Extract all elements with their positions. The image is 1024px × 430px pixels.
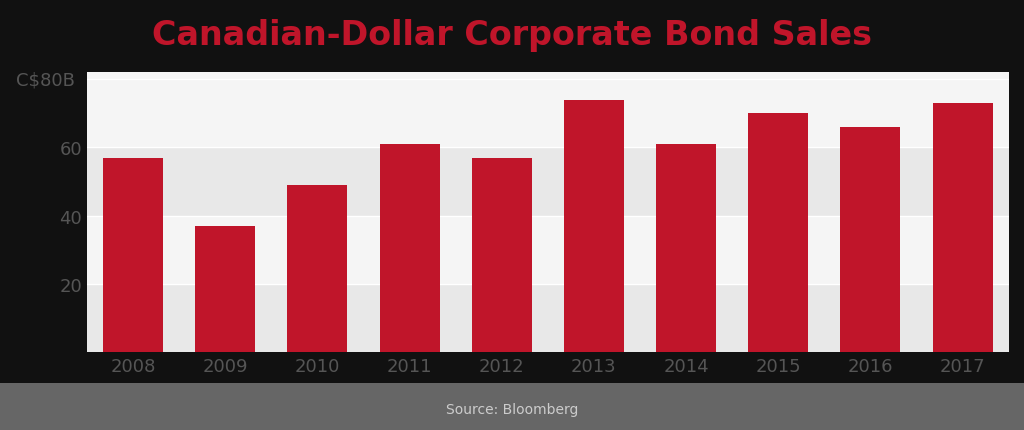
Bar xyxy=(87,148,1009,216)
Bar xyxy=(103,158,163,353)
Bar xyxy=(656,144,716,353)
Text: Canadian-Dollar Corporate Bond Sales: Canadian-Dollar Corporate Bond Sales xyxy=(152,19,872,52)
Text: C$80B: C$80B xyxy=(16,71,75,89)
Bar xyxy=(841,128,900,353)
Bar xyxy=(87,80,1009,148)
Bar xyxy=(380,144,439,353)
Bar xyxy=(564,100,624,353)
Text: Source: Bloomberg: Source: Bloomberg xyxy=(445,402,579,416)
Bar xyxy=(87,216,1009,284)
Bar xyxy=(472,158,531,353)
Bar xyxy=(87,284,1009,353)
Bar xyxy=(288,186,347,353)
Bar xyxy=(933,104,992,353)
Bar xyxy=(749,114,808,353)
Bar xyxy=(196,227,255,353)
